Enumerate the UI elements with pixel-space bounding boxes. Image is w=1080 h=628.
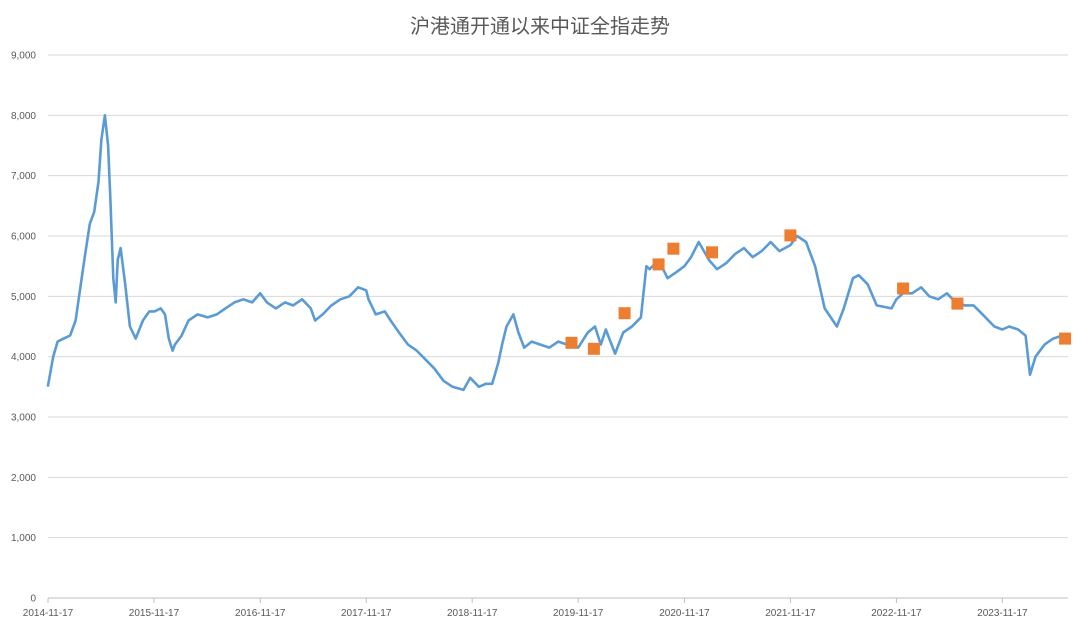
x-tick-label: 2018-11-17	[447, 608, 498, 619]
marker-point	[1059, 332, 1072, 345]
axes: 0 1,000 2,000 3,000 4,000 5,000 6,000 7,000 8,00…	[11, 51, 1068, 619]
x-tick-label: 2023-11-17	[977, 608, 1028, 619]
x-tick-label: 2016-11-17	[235, 608, 286, 619]
marker-point	[667, 242, 680, 255]
y-tick-label: 3,000	[11, 413, 36, 424]
y-tick-label: 4,000	[11, 352, 36, 363]
y-tick-label: 7,000	[11, 171, 36, 182]
y-tick-label: 9,000	[11, 51, 36, 62]
x-tick-label: 2020-11-17	[659, 608, 710, 619]
marker-point	[951, 297, 964, 310]
x-tick-label: 2015-11-17	[129, 608, 180, 619]
x-tick-label: 2019-11-17	[553, 608, 604, 619]
marker-point	[784, 229, 797, 242]
chart-title: 沪港通开通以来中证全指走势	[410, 14, 670, 38]
x-tick-label: 2022-11-17	[871, 608, 922, 619]
marker-point	[587, 342, 600, 355]
marker-point	[618, 307, 631, 320]
x-tick-label: 2014-11-17	[23, 608, 74, 619]
x-tick-label: 2017-11-17	[341, 608, 392, 619]
index-line	[46, 114, 1070, 392]
series-layer	[46, 114, 1072, 392]
y-tick-label: 6,000	[11, 232, 36, 243]
marker-point	[897, 282, 910, 295]
marker-point	[565, 336, 578, 349]
marker-point	[652, 258, 665, 271]
marker-point	[706, 246, 718, 259]
y-tick-label: 8,000	[11, 111, 36, 122]
y-tick-label: 2,000	[11, 473, 36, 484]
y-tick-label: 1,000	[11, 533, 36, 544]
x-tick-label: 2021-11-17	[765, 608, 816, 619]
gridlines	[48, 54, 1068, 539]
y-tick-label: 0	[30, 594, 36, 605]
y-tick-label: 5,000	[11, 292, 36, 303]
